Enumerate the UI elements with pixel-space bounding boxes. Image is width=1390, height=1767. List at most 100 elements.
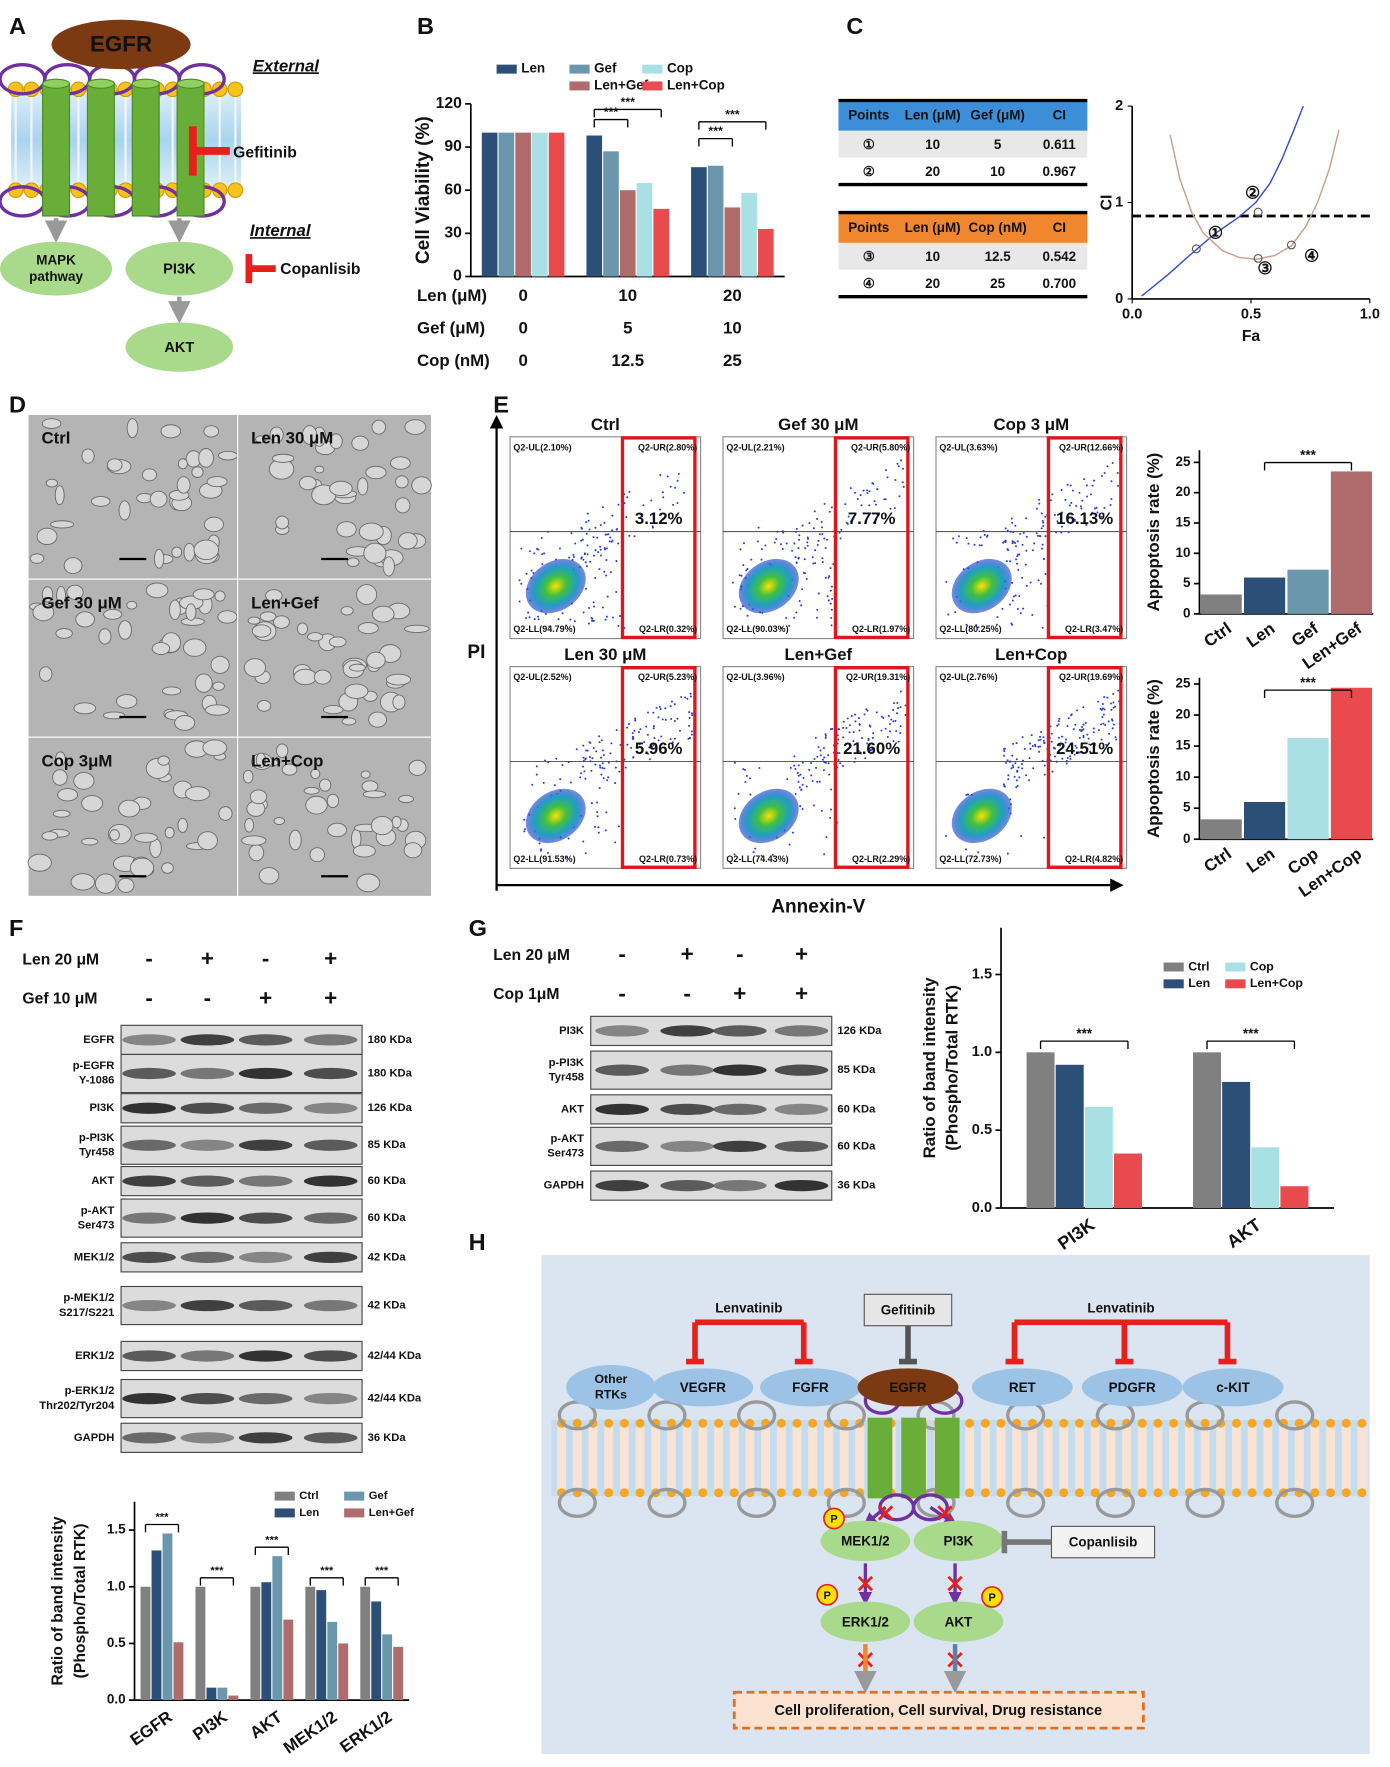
block — [937, 1505, 953, 1521]
event — [965, 848, 968, 851]
blot-size: 36 KDa — [368, 1432, 407, 1444]
cell — [149, 490, 168, 508]
event — [1025, 517, 1028, 520]
lipid — [980, 1426, 990, 1490]
event — [1100, 738, 1103, 741]
cell: 5 — [623, 319, 632, 338]
event — [626, 726, 629, 729]
event — [1021, 736, 1024, 739]
blot-row-label: S217/S221 — [59, 1307, 114, 1319]
event — [1025, 774, 1028, 777]
blot-row-label: p-EGFR — [73, 1060, 115, 1072]
event — [652, 711, 655, 714]
event — [689, 692, 692, 695]
cell — [265, 589, 283, 602]
row-label: Gef (μM) — [417, 319, 485, 338]
bar — [1026, 1052, 1055, 1209]
cell — [328, 636, 347, 648]
cell — [244, 817, 255, 833]
helix — [42, 83, 71, 217]
event — [662, 496, 665, 499]
event — [996, 616, 999, 619]
event — [1044, 572, 1047, 575]
cell — [126, 600, 138, 610]
panel-label: G — [469, 915, 487, 941]
event — [525, 572, 528, 575]
event — [1080, 507, 1083, 510]
legend-label: Ctrl — [299, 1490, 318, 1502]
lipid-head — [808, 1418, 818, 1428]
event — [758, 766, 761, 770]
cell — [370, 816, 394, 836]
event — [1115, 738, 1118, 741]
panel-label: F — [9, 915, 23, 941]
event — [775, 538, 778, 541]
event — [1116, 484, 1119, 487]
band — [774, 1064, 829, 1076]
event — [1066, 756, 1069, 759]
event — [821, 532, 824, 536]
event — [1078, 491, 1081, 494]
loop — [737, 1400, 777, 1431]
lipid — [651, 1426, 661, 1490]
y-tick-label: 0.0 — [972, 1200, 992, 1216]
lipid-head — [996, 1418, 1006, 1428]
event — [793, 616, 796, 619]
lipid-head — [1247, 1418, 1257, 1428]
event — [1056, 724, 1059, 727]
event — [1111, 727, 1114, 730]
condition-sign: + — [733, 981, 746, 1006]
cell — [299, 475, 317, 491]
y-tick-label: 15 — [1176, 515, 1191, 530]
event — [1042, 557, 1045, 560]
cell — [313, 669, 332, 685]
lipid — [1012, 1426, 1022, 1490]
cell — [344, 683, 369, 700]
legend-swatch — [1225, 962, 1246, 972]
event — [945, 580, 948, 583]
event — [580, 526, 583, 529]
cell — [241, 835, 267, 846]
event — [816, 755, 819, 758]
event — [591, 619, 594, 622]
blot-row-label: AKT — [561, 1103, 584, 1115]
condition-sign: + — [324, 985, 337, 1010]
event — [1084, 721, 1087, 724]
event — [530, 569, 533, 572]
bar — [619, 190, 636, 277]
event — [631, 737, 634, 740]
blot-row-label: GAPDH — [74, 1432, 114, 1444]
density — [525, 558, 586, 614]
cell — [81, 448, 95, 464]
event — [760, 548, 763, 551]
event — [1021, 543, 1024, 546]
band — [122, 1392, 176, 1405]
event — [798, 599, 801, 603]
node — [125, 322, 234, 372]
event — [618, 615, 621, 618]
bar — [393, 1646, 404, 1701]
bar — [1113, 1153, 1142, 1209]
cell — [366, 651, 386, 669]
event — [1061, 511, 1064, 514]
event — [805, 785, 808, 788]
density — [951, 788, 1012, 844]
event — [893, 507, 896, 510]
event — [598, 735, 601, 738]
event — [598, 764, 602, 767]
event — [594, 549, 597, 552]
legend-swatch — [274, 1491, 295, 1501]
receptor-label: EGFR — [889, 1380, 927, 1395]
event — [899, 690, 902, 693]
band — [238, 1102, 293, 1114]
legend-swatch — [642, 81, 663, 91]
event — [609, 752, 612, 755]
event — [631, 732, 634, 735]
event — [1040, 512, 1043, 515]
bar — [691, 167, 707, 277]
lipid — [1294, 1426, 1304, 1490]
event — [1114, 736, 1117, 739]
plot-title: Len+Gef — [784, 645, 852, 664]
lipid — [1122, 1426, 1132, 1490]
loop — [826, 1487, 866, 1518]
